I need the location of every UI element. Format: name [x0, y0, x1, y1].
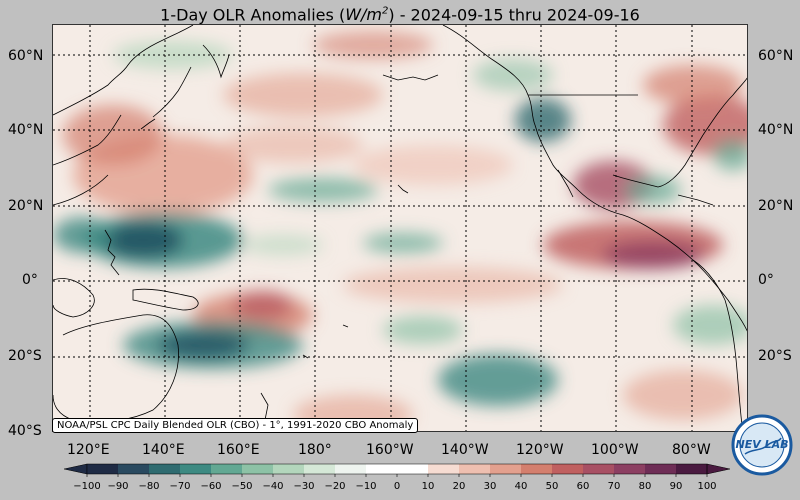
colorbar-swatch: [583, 464, 615, 474]
lat-label-20n-right: 20°N: [758, 198, 794, 214]
colorbar-tick-label: −90: [107, 481, 128, 492]
lon-label-160w: 160°W: [366, 442, 414, 458]
chart-title: 1-Day OLR Anomalies (W/m2) - 2024-09-15 …: [160, 5, 640, 25]
colorbar-swatch: [304, 464, 336, 474]
colorbar-tick-label: −40: [262, 481, 283, 492]
lon-label-180: 180°: [298, 442, 332, 458]
colorbar-swatch: [180, 464, 212, 474]
lat-label-60n-right: 60°N: [758, 48, 794, 64]
colorbar-tick-label: 30: [484, 481, 497, 492]
colorbar-swatch: [242, 464, 274, 474]
colorbar-tick-label: 90: [670, 481, 683, 492]
lon-label-160e: 160°E: [217, 442, 260, 458]
lat-label-60n-left: 60°N: [8, 48, 44, 64]
lat-label-20s-left: 20°S: [8, 348, 42, 364]
colorbar-swatch: [459, 464, 491, 474]
lat-label-40n-left: 40°N: [8, 122, 44, 138]
colorbar-tick-label: 50: [546, 481, 559, 492]
colorbar-swatch: [552, 464, 584, 474]
colorbar-swatch: [490, 464, 522, 474]
colorbar-tick-label: −20: [324, 481, 345, 492]
colorbar-swatch: [273, 464, 305, 474]
colorbar-swatch: [676, 464, 708, 474]
lon-label-140w: 140°W: [441, 442, 489, 458]
lat-label-40n-right: 40°N: [758, 122, 794, 138]
lat-label-20s-right: 20°S: [758, 348, 792, 364]
colorbar-tick-label: 70: [608, 481, 621, 492]
colorbar-swatch: [149, 464, 181, 474]
colorbar-swatch: [397, 464, 429, 474]
lat-label-40s-left: 40°S: [8, 423, 42, 439]
lon-label-100w: 100°W: [591, 442, 639, 458]
colorbar-swatch: [211, 464, 243, 474]
lat-label-20n-left: 20°N: [8, 198, 44, 214]
colorbar-tick-label: −10: [355, 481, 376, 492]
coastlines: [53, 25, 747, 431]
colorbar-tick-label: 60: [577, 481, 590, 492]
colorbar-swatch: [428, 464, 460, 474]
lat-label-eq-left: 0°: [22, 272, 38, 288]
colorbar-swatch: [87, 464, 119, 474]
colorbar-tick-label: −80: [138, 481, 159, 492]
colorbar-swatch: [645, 464, 677, 474]
nevlab-logo-icon: NEV LAB: [731, 414, 793, 476]
graticule: [53, 25, 747, 431]
anomaly-field: [53, 31, 747, 431]
lon-label-120e: 120°E: [67, 442, 110, 458]
colorbar-swatch: [335, 464, 367, 474]
olr-anomaly-map: [52, 24, 748, 432]
lon-label-140e: 140°E: [142, 442, 185, 458]
lon-label-80w: 80°W: [672, 442, 711, 458]
logo-text: NEV LAB: [736, 438, 789, 451]
colorbar-tick-label: 20: [453, 481, 466, 492]
colorbar-swatch: [614, 464, 646, 474]
colorbar-tick-label: −70: [169, 481, 190, 492]
lat-label-eq-right: 0°: [758, 272, 774, 288]
colorbar-tick-label: −100: [73, 481, 100, 492]
lon-label-120w: 120°W: [516, 442, 564, 458]
colorbar-tick-label: 100: [697, 481, 716, 492]
colorbar-tick-label: 40: [515, 481, 528, 492]
colorbar-tick-label: 0: [394, 481, 400, 492]
colorbar-tick-label: −50: [231, 481, 252, 492]
colorbar-swatch: [521, 464, 553, 474]
colorbar-tick-label: −30: [293, 481, 314, 492]
colorbar-tick-label: −60: [200, 481, 221, 492]
map-canvas: [53, 25, 747, 431]
colorbar-swatch: [366, 464, 398, 474]
data-source-label: NOAA/PSL CPC Daily Blended OLR (CBO) - 1…: [52, 418, 419, 433]
colorbar: −100 −90 −80 −70 −60 −50 −40 −30 −20 −10 0 10 20 30 40…: [63, 463, 731, 492]
colorbar-tick-label: 80: [639, 481, 652, 492]
colorbar-swatch: [118, 464, 150, 474]
colorbar-arrow-low: [63, 463, 88, 475]
colorbar-arrow-high: [706, 463, 731, 475]
colorbar-tick-label: 10: [422, 481, 435, 492]
